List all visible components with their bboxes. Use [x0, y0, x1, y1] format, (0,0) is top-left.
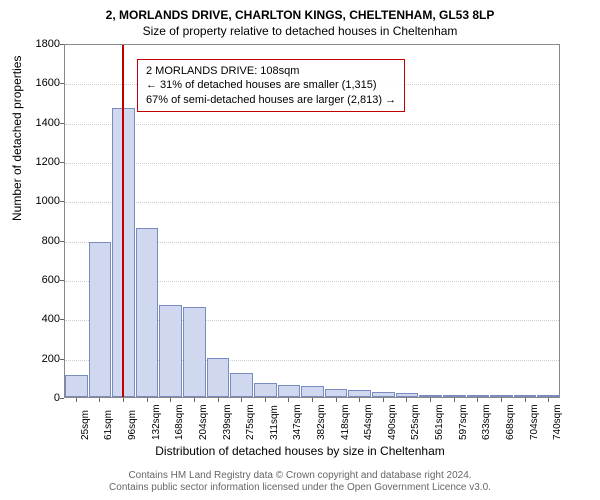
x-tick-mark	[241, 398, 242, 402]
histogram-bar	[254, 383, 277, 397]
histogram-chart: 2 MORLANDS DRIVE: 108sqm ← 31% of detach…	[64, 44, 560, 398]
x-tick-mark	[99, 398, 100, 402]
x-tick-label: 490sqm	[387, 404, 398, 440]
page-title: 2, MORLANDS DRIVE, CHARLTON KINGS, CHELT…	[0, 8, 600, 22]
highlight-line	[122, 45, 124, 397]
x-tick-label: 168sqm	[174, 404, 185, 440]
x-tick-label: 525sqm	[410, 404, 421, 440]
x-tick-label: 740sqm	[552, 404, 563, 440]
x-tick-mark	[170, 398, 171, 402]
x-tick-mark	[288, 398, 289, 402]
x-tick-label: 204sqm	[198, 404, 209, 440]
annotation-line-2: ← 31% of detached houses are smaller (1,…	[146, 78, 396, 92]
histogram-bar	[419, 395, 442, 397]
x-tick-label: 382sqm	[316, 404, 327, 440]
footer-line-2: Contains public sector information licen…	[0, 482, 600, 494]
histogram-bar	[183, 307, 206, 397]
y-axis-label: Number of detached properties	[10, 56, 24, 221]
y-tick-mark	[60, 280, 64, 281]
gridline	[65, 163, 559, 164]
histogram-bar	[537, 395, 560, 397]
histogram-bar	[207, 358, 230, 397]
annotation-line-1: 2 MORLANDS DRIVE: 108sqm	[146, 64, 396, 78]
y-tick-mark	[60, 162, 64, 163]
x-tick-mark	[218, 398, 219, 402]
x-axis-label: Distribution of detached houses by size …	[0, 444, 600, 458]
histogram-bar	[372, 392, 395, 397]
histogram-bar	[396, 393, 419, 397]
x-tick-label: 25sqm	[80, 410, 91, 440]
x-tick-label: 418sqm	[340, 404, 351, 440]
histogram-bar	[443, 395, 466, 397]
x-tick-mark	[123, 398, 124, 402]
page-subtitle: Size of property relative to detached ho…	[0, 24, 600, 38]
histogram-bar	[325, 389, 348, 397]
y-tick-mark	[60, 123, 64, 124]
y-tick-label: 800	[24, 235, 60, 247]
annotation-line-3: 67% of semi-detached houses are larger (…	[146, 93, 396, 107]
y-tick-label: 400	[24, 313, 60, 325]
gridline	[65, 202, 559, 203]
y-tick-mark	[60, 319, 64, 320]
x-tick-mark	[147, 398, 148, 402]
y-tick-label: 200	[24, 353, 60, 365]
y-tick-label: 1000	[24, 195, 60, 207]
x-tick-label: 668sqm	[505, 404, 516, 440]
histogram-bar	[301, 386, 324, 397]
y-tick-label: 600	[24, 274, 60, 286]
x-tick-mark	[76, 398, 77, 402]
histogram-bar	[65, 375, 88, 397]
x-tick-mark	[477, 398, 478, 402]
x-tick-mark	[194, 398, 195, 402]
x-tick-mark	[359, 398, 360, 402]
y-tick-label: 1600	[24, 77, 60, 89]
histogram-bar	[89, 242, 112, 397]
x-tick-label: 132sqm	[151, 404, 162, 440]
x-tick-mark	[430, 398, 431, 402]
y-tick-mark	[60, 398, 64, 399]
annotation-box: 2 MORLANDS DRIVE: 108sqm ← 31% of detach…	[137, 59, 405, 112]
y-tick-mark	[60, 44, 64, 45]
y-tick-label: 0	[24, 392, 60, 404]
y-tick-mark	[60, 83, 64, 84]
x-tick-label: 96sqm	[127, 410, 138, 440]
histogram-bar	[467, 395, 490, 397]
x-tick-mark	[548, 398, 549, 402]
x-tick-label: 275sqm	[245, 404, 256, 440]
gridline	[65, 124, 559, 125]
x-tick-label: 454sqm	[363, 404, 374, 440]
x-tick-label: 597sqm	[458, 404, 469, 440]
y-tick-mark	[60, 359, 64, 360]
x-tick-mark	[265, 398, 266, 402]
y-tick-label: 1800	[24, 38, 60, 50]
x-tick-mark	[525, 398, 526, 402]
x-tick-mark	[336, 398, 337, 402]
footer-line-1: Contains HM Land Registry data © Crown c…	[0, 470, 600, 482]
y-tick-mark	[60, 201, 64, 202]
x-tick-label: 633sqm	[481, 404, 492, 440]
x-tick-label: 61sqm	[103, 410, 114, 440]
x-tick-mark	[383, 398, 384, 402]
histogram-bar	[490, 395, 513, 397]
histogram-bar	[514, 395, 537, 397]
y-tick-label: 1400	[24, 117, 60, 129]
x-tick-label: 311sqm	[269, 405, 280, 440]
x-tick-mark	[454, 398, 455, 402]
x-tick-mark	[406, 398, 407, 402]
x-tick-label: 561sqm	[434, 404, 445, 440]
x-tick-mark	[312, 398, 313, 402]
histogram-bar	[136, 228, 159, 397]
footer-attribution: Contains HM Land Registry data © Crown c…	[0, 470, 600, 494]
histogram-bar	[159, 305, 182, 397]
histogram-bar	[348, 390, 371, 397]
x-tick-label: 347sqm	[292, 404, 303, 440]
x-tick-mark	[501, 398, 502, 402]
histogram-bar	[230, 373, 253, 397]
x-tick-label: 704sqm	[529, 404, 540, 440]
x-tick-label: 239sqm	[222, 404, 233, 440]
histogram-bar	[278, 385, 301, 397]
y-tick-label: 1200	[24, 156, 60, 168]
y-tick-mark	[60, 241, 64, 242]
